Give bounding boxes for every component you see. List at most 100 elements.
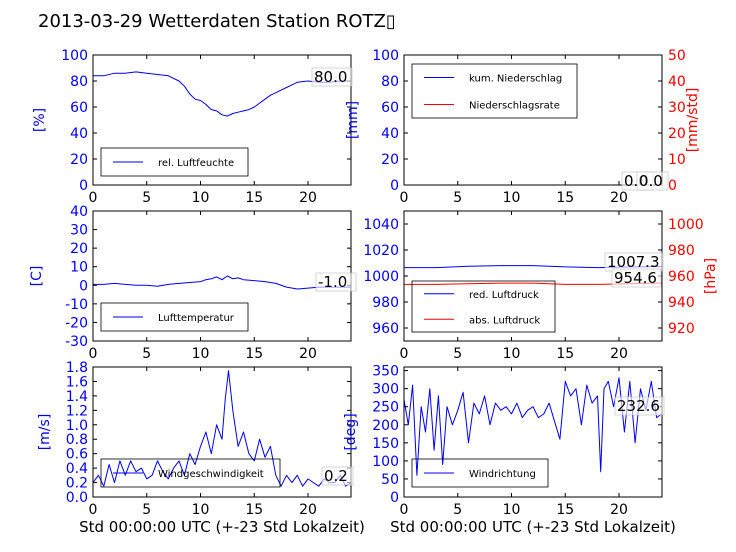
series-line-wind-0: [92, 370, 352, 487]
y-axis-label: [%]: [32, 108, 48, 132]
y2-tick-label: 980: [668, 243, 695, 259]
x-tick-label: 20: [299, 502, 317, 518]
plot-frame-winddir: [403, 366, 663, 498]
legend-box: [411, 63, 578, 119]
y-tick-label: 1.0: [66, 418, 88, 434]
y-tick-label: 40: [70, 204, 88, 220]
y-axis-label: [C]: [29, 266, 45, 287]
legend-label: Niederschlagsrate: [469, 101, 560, 112]
legend-label: Lufttemperatur: [158, 313, 235, 324]
plot-frame-humidity: [92, 54, 352, 186]
plot-frame-precip: [403, 54, 663, 186]
x-tick-label: 15: [245, 190, 263, 206]
x-tick-label: 5: [142, 190, 151, 206]
y-tick-label: 0.4: [66, 461, 88, 477]
x-tick-label: 5: [453, 502, 462, 518]
y-tick-label: -20: [65, 315, 88, 331]
value-annotation: 0.2: [324, 467, 348, 485]
y2-tick-label: 20: [668, 126, 686, 142]
x-tick-label: 10: [503, 346, 521, 362]
y-tick-label: 0.8: [66, 432, 88, 448]
y-tick-label: 100: [372, 454, 399, 470]
y-tick-label: 300: [372, 382, 399, 398]
x-tick-label: 5: [142, 346, 151, 362]
y-tick-label: 200: [372, 418, 399, 434]
y-tick-label: 20: [70, 241, 88, 257]
y2-tick-label: 1000: [668, 217, 704, 233]
legend-box: [100, 458, 281, 488]
y-axis-label: [m/s]: [37, 414, 53, 451]
x-axis-label: Std 00:00:00 UTC (+-23 Std Lokalzeit): [390, 518, 676, 536]
y-tick-label: 350: [372, 364, 399, 380]
chart-panel-temperature: 0 5 10 15 20 -30 -20 -10 0 10 20 30 40 [C] Lufttempera…: [29, 204, 357, 362]
x-tick-label: 10: [192, 346, 210, 362]
y-tick-label: 1.6: [66, 374, 88, 390]
x-tick-label: 20: [299, 346, 317, 362]
y-tick-label: 100: [61, 48, 88, 64]
y2-axis-label: [hPa]: [703, 258, 719, 294]
y2-tick-label: 960: [668, 269, 695, 285]
y2-tick-label: 30: [668, 100, 686, 116]
y-axis-label: [deg]: [343, 413, 359, 450]
y2-tick-label: 40: [668, 74, 686, 90]
y-tick-label: 0: [79, 178, 88, 194]
value-annotation-box: [321, 466, 354, 486]
x-tick-label: 0: [89, 346, 98, 362]
y-tick-label: 1.8: [66, 360, 88, 376]
y-tick-label: 80: [70, 74, 88, 90]
y-tick-label: 0.0: [66, 490, 88, 506]
value-annotation: 0.0: [639, 172, 663, 190]
y2-tick-label: 940: [668, 295, 695, 311]
y-tick-label: 0.2: [66, 476, 88, 492]
y-tick-label: 0: [79, 278, 88, 294]
x-tick-label: 0: [400, 502, 409, 518]
series-line-winddir-0: [403, 377, 663, 476]
y2-tick-label: 920: [668, 321, 695, 337]
legend-box: [100, 147, 249, 177]
y2-axis-label: [mm/std]: [685, 88, 701, 153]
value-annotation-box: [636, 171, 669, 191]
x-tick-label: 0: [89, 190, 98, 206]
value-annotation: 80.0: [314, 68, 347, 86]
y-tick-label: 1020: [363, 243, 399, 259]
y-tick-label: 80: [381, 74, 399, 90]
series-line-humidity-0: [93, 71, 351, 117]
value-annotation: 232.6: [617, 397, 660, 415]
value-annotation-box: [611, 268, 662, 288]
y-tick-label: 1000: [363, 269, 399, 285]
y-tick-label: 50: [381, 472, 399, 488]
legend-box: [100, 302, 249, 332]
y-tick-label: 60: [70, 100, 88, 116]
value-annotation-box: [614, 396, 665, 416]
x-tick-label: 20: [610, 190, 628, 206]
y-tick-label: 20: [70, 152, 88, 168]
value-annotation-box: [315, 272, 357, 292]
chart-panel-pressure: 0 5 10 15 20 960 980 1000 1020 1040 920 940 960 980 10…: [363, 210, 719, 362]
x-tick-label: 0: [400, 190, 409, 206]
y-tick-label: 980: [372, 295, 399, 311]
figure-title: 2013-03-29 Wetterdaten Station ROTZ▯: [38, 11, 396, 32]
legend-label: rel. Luftfeuchte: [158, 158, 234, 169]
y2-tick-label: 10: [668, 152, 686, 168]
chart-panel-humidity: 0 5 10 15 20 0 20 40 60 80 100 [%] rel. Luftfeuchte 8…: [32, 48, 353, 206]
value-annotation: 1007.3: [607, 253, 660, 271]
y-tick-label: 0.6: [66, 447, 88, 463]
value-annotation: 954.6: [614, 269, 657, 287]
y-tick-label: 100: [372, 48, 399, 64]
value-annotation-box: [311, 67, 353, 87]
x-tick-label: 5: [453, 346, 462, 362]
y-tick-label: -10: [65, 297, 88, 313]
legend-box: [411, 458, 549, 488]
x-tick-label: 10: [503, 502, 521, 518]
x-tick-label: 15: [556, 346, 574, 362]
x-tick-label: 15: [556, 502, 574, 518]
y-tick-label: 60: [381, 100, 399, 116]
y-tick-label: 40: [381, 126, 399, 142]
legend-label: red. Luftdruck: [469, 290, 539, 301]
y-tick-label: -30: [65, 334, 88, 350]
legend-label: kum. Niederschlag: [469, 74, 562, 85]
chart-panel-precip: 0 5 10 15 20 0 20 40 60 80 100 0 10 20 30 40 50 [mm] [mm/s…: [345, 48, 701, 206]
x-tick-label: 10: [192, 190, 210, 206]
